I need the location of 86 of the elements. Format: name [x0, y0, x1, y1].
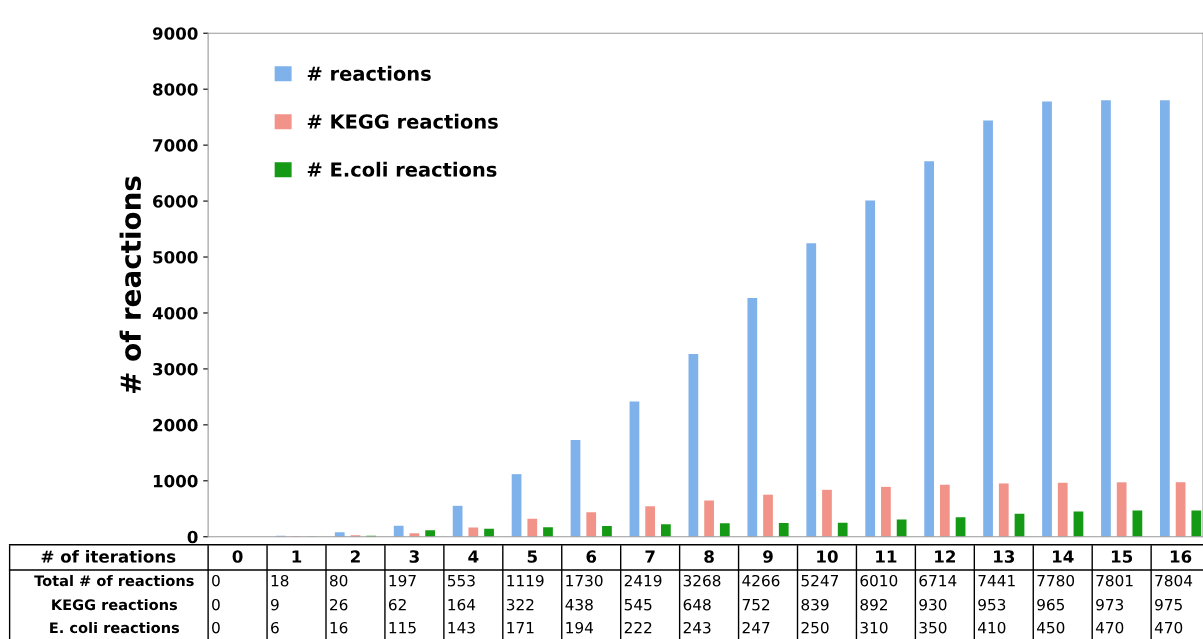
data-label: 143 — [448, 621, 475, 634]
data-label: 18 — [271, 574, 289, 587]
y-tick-label: 8000 — [153, 83, 198, 96]
data-label: 470 — [1154, 621, 1183, 634]
y-tick-label: 5000 — [153, 250, 198, 264]
data-label: 222 — [624, 621, 652, 634]
legend-label: # reactions — [307, 65, 431, 81]
text: E. coli reactions — [50, 621, 180, 634]
data-label: 7780 — [1037, 574, 1075, 587]
data-label: 450 — [1036, 621, 1065, 634]
text: Total # of reactions — [34, 574, 194, 587]
x-tick-label: 5 — [527, 550, 537, 563]
data-label: 62 — [388, 598, 406, 611]
data-label: 7441 — [978, 575, 1015, 587]
y-tick-label: 1000 — [153, 474, 198, 488]
data-label: 1730 — [566, 574, 603, 587]
data-label: 115 — [389, 622, 416, 634]
data-label: 892 — [860, 598, 888, 611]
data-label: 0 — [212, 621, 220, 634]
data-label: 164 — [448, 598, 476, 611]
data-label: 350 — [919, 621, 947, 634]
data-label: 975 — [1155, 598, 1182, 611]
data-label: 752 — [742, 598, 770, 611]
x-tick-label: 15 — [1111, 550, 1133, 563]
data-label: 9 — [270, 598, 279, 611]
data-label: 553 — [448, 574, 475, 587]
data-label: 438 — [565, 598, 593, 611]
data-label: 6714 — [919, 574, 957, 587]
data-label: 194 — [566, 621, 593, 634]
data-label: 310 — [860, 621, 888, 634]
data-label: 0 — [212, 574, 220, 587]
data-label: 322 — [506, 598, 534, 611]
data-label: 16 — [330, 621, 348, 634]
x-tick-label: 16 — [1170, 550, 1192, 563]
data-label: 953 — [978, 598, 1006, 611]
data-label: 470 — [1095, 621, 1124, 634]
y-tick-label: 7000 — [153, 139, 198, 152]
data-label: 250 — [801, 621, 829, 634]
x-axis-title: # of iterations — [41, 549, 176, 563]
x-tick-label: 9 — [763, 550, 773, 563]
x-tick-label: 6 — [586, 550, 597, 563]
data-label: 965 — [1037, 598, 1065, 611]
x-tick-label: 11 — [876, 550, 897, 563]
data-label: 247 — [742, 621, 770, 634]
data-label: 1119 — [507, 574, 544, 587]
legend-label: # E.coli reactions — [307, 161, 497, 177]
data-label: 0 — [212, 598, 220, 611]
data-label: 2419 — [624, 574, 662, 587]
text: KEGG reactions — [52, 598, 178, 611]
x-tick-label: 10 — [817, 550, 838, 563]
data-label: 80 — [329, 574, 348, 587]
data-label: 171 — [507, 622, 534, 634]
x-tick-label: 12 — [935, 550, 955, 563]
data-label: 545 — [624, 599, 652, 611]
data-label: 5247 — [801, 574, 839, 587]
data-label: 930 — [919, 598, 947, 611]
data-label: 973 — [1096, 598, 1124, 611]
x-tick-label: 7 — [645, 550, 655, 563]
x-tick-label: 1 — [292, 550, 302, 563]
data-label: 243 — [683, 621, 711, 634]
x-tick-label: 2 — [350, 550, 360, 563]
data-label: 839 — [801, 598, 829, 611]
y-tick-label: 6000 — [153, 195, 198, 208]
y-tick-label: 9000 — [152, 27, 198, 40]
data-label: 410 — [978, 621, 1006, 634]
data-label: 648 — [683, 598, 711, 611]
x-tick-label: 13 — [994, 550, 1015, 563]
data-label: 6 — [271, 621, 279, 634]
x-tick-label: 4 — [468, 550, 479, 563]
legend-label: # KEGG reactions — [307, 113, 498, 129]
x-tick-label: 14 — [1053, 550, 1074, 563]
data-label: 7801 — [1096, 574, 1133, 587]
y-tick-label: 4000 — [152, 306, 198, 320]
y-tick-label: 2000 — [153, 418, 198, 432]
y-tick-label: 0 — [187, 530, 198, 544]
data-label: 7804 — [1155, 574, 1193, 587]
data-label: 6010 — [860, 574, 898, 587]
y-axis-title: # of reactions — [119, 176, 142, 393]
data-label: 197 — [389, 574, 416, 587]
x-tick-label: 3 — [409, 550, 419, 563]
data-label: 4266 — [742, 574, 780, 587]
y-tick-label: 3000 — [153, 362, 198, 376]
data-label: 26 — [330, 598, 348, 611]
data-label: 3268 — [683, 574, 721, 587]
x-tick-label: 0 — [232, 550, 243, 563]
x-tick-label: 8 — [704, 550, 714, 563]
